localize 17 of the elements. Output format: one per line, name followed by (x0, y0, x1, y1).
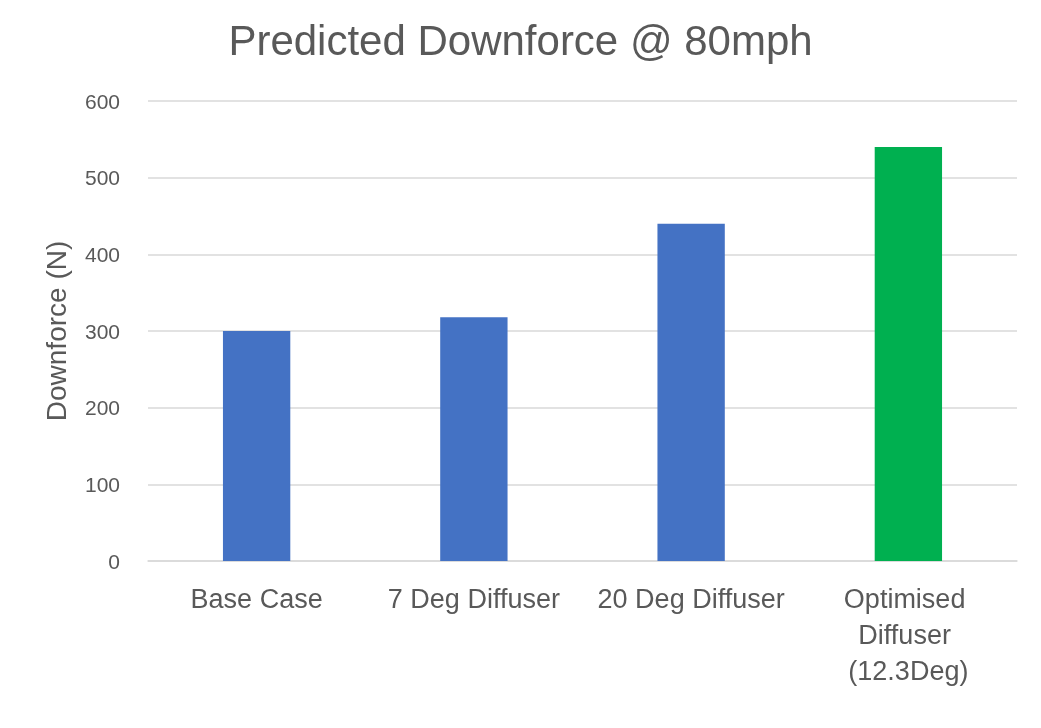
x-tick-label: Optimised Diffuser (12.3Deg) (843, 584, 973, 686)
x-tick-label: 20 Deg Diffuser (597, 584, 785, 614)
bar (440, 317, 508, 561)
y-tick-label: 300 (84, 319, 120, 343)
y-tick-label: 0 (108, 549, 120, 573)
y-tick-label: 100 (84, 472, 120, 496)
y-tick-label: 200 (84, 396, 120, 420)
bar (222, 331, 291, 561)
y-axis-title: Downforce (N) (40, 240, 72, 422)
x-tick-label: Base Case (190, 584, 323, 614)
bar (657, 223, 725, 561)
bar (874, 147, 943, 561)
y-tick-label: 600 (84, 89, 120, 113)
y-tick-label: 400 (84, 242, 120, 266)
y-tick-label: 500 (84, 166, 120, 190)
x-tick-label: 7 Deg Diffuser (387, 584, 560, 614)
chart-title: Predicted Downforce @ 80mph (228, 16, 813, 64)
